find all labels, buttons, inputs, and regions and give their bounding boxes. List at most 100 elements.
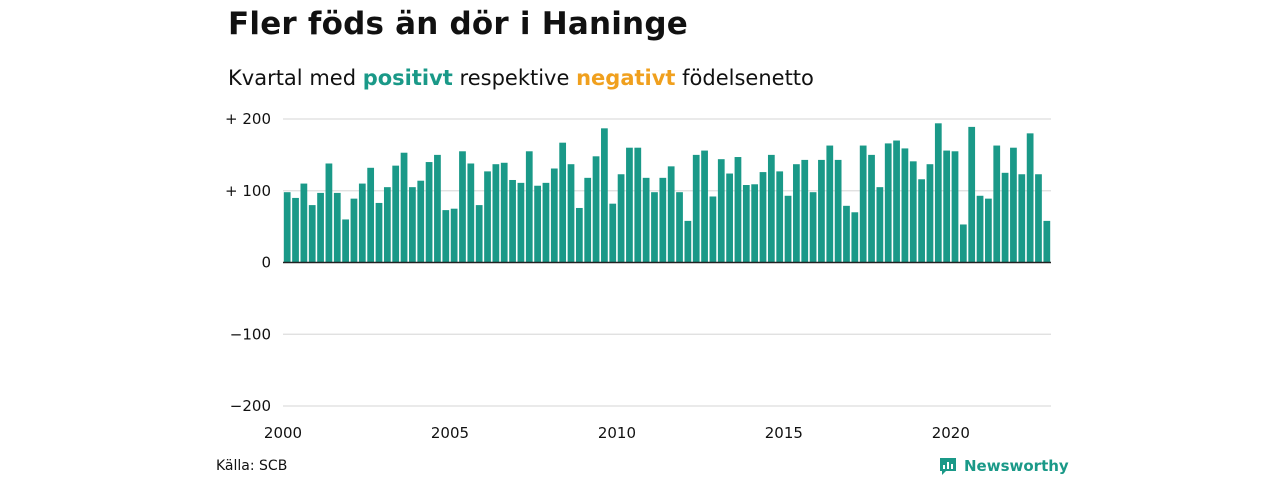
bar — [909, 161, 917, 263]
bar — [1001, 172, 1009, 263]
source-note: Källa: SCB — [216, 458, 288, 474]
bar — [500, 162, 508, 263]
bar — [951, 151, 959, 263]
bar — [400, 152, 408, 263]
bar — [484, 171, 491, 263]
bar — [292, 197, 299, 263]
x-tick-label: 2000 — [264, 424, 302, 442]
brand-name: Newsworthy — [964, 457, 1069, 475]
bar — [676, 192, 683, 263]
bar — [793, 164, 800, 263]
bars — [283, 123, 1051, 263]
bar — [567, 164, 575, 263]
bar — [943, 150, 951, 263]
subtitle-middle: respektive — [459, 66, 570, 90]
bar — [434, 154, 441, 263]
bar — [709, 196, 717, 263]
bar — [634, 147, 642, 263]
bar — [559, 142, 567, 263]
bar — [893, 140, 900, 263]
bar — [409, 187, 416, 263]
bar — [667, 166, 675, 263]
bar — [492, 164, 500, 263]
subtitle-positive-label: positivt — [362, 66, 453, 90]
bar — [784, 195, 792, 263]
bar — [450, 208, 458, 263]
y-tick-label: + 100 — [225, 182, 271, 200]
bar — [592, 156, 600, 263]
bar — [851, 212, 859, 263]
bar — [776, 171, 784, 263]
bar — [283, 192, 291, 263]
bar — [767, 154, 775, 263]
y-tick-label: −200 — [230, 397, 271, 415]
bar — [1010, 147, 1017, 263]
bar — [333, 192, 341, 263]
bar — [809, 192, 817, 263]
bar — [617, 174, 625, 263]
bar — [442, 210, 450, 263]
bar — [868, 154, 875, 263]
bar — [1035, 174, 1042, 263]
bar — [1043, 220, 1051, 263]
bar — [759, 172, 767, 263]
y-tick-label: 0 — [261, 254, 271, 272]
bar — [383, 187, 391, 263]
bar — [509, 179, 516, 263]
bar — [859, 145, 867, 263]
bar — [300, 183, 308, 263]
bar — [692, 154, 700, 263]
bar — [751, 184, 759, 263]
bar — [834, 159, 842, 263]
bar — [993, 145, 1001, 263]
chart-title: Fler föds än dör i Haninge — [228, 6, 688, 42]
bar — [884, 143, 892, 263]
bar — [959, 224, 967, 263]
newsworthy-logo-icon — [940, 458, 956, 475]
bar — [367, 167, 375, 263]
subtitle-prefix: Kvartal med — [228, 66, 357, 90]
bar — [843, 205, 850, 263]
bar — [350, 198, 358, 263]
x-tick-label: 2020 — [932, 424, 970, 442]
bar — [525, 151, 533, 263]
bar — [642, 177, 650, 263]
bar — [926, 164, 934, 263]
bar — [818, 159, 825, 263]
bar — [517, 182, 525, 263]
bar — [684, 220, 692, 263]
bar — [934, 123, 942, 263]
bar — [826, 145, 834, 263]
bar — [534, 185, 541, 263]
bar — [968, 126, 976, 263]
bar — [901, 148, 909, 263]
bar — [584, 177, 592, 263]
bar — [717, 159, 725, 263]
bar — [734, 157, 742, 263]
bar — [467, 163, 475, 263]
bar — [1018, 174, 1026, 263]
y-tick-label: −100 — [230, 325, 271, 343]
bar — [358, 183, 366, 263]
bar — [659, 177, 667, 263]
bar — [542, 182, 550, 263]
bar — [550, 168, 558, 263]
x-tick-label: 2005 — [431, 424, 469, 442]
bar — [626, 147, 633, 263]
bar — [742, 185, 750, 263]
bar — [575, 207, 583, 263]
bar — [325, 163, 333, 263]
bar — [985, 198, 992, 263]
bar — [701, 150, 708, 263]
bar — [308, 205, 316, 263]
chart-subtitle: Kvartal med positivt respektive negativt… — [228, 66, 814, 90]
bar — [417, 180, 425, 263]
subtitle-suffix: födelsenetto — [682, 66, 814, 90]
gridlines — [283, 118, 1051, 407]
subtitle-negative-label: negativt — [576, 66, 676, 90]
bar — [317, 192, 324, 263]
brand-logo: Newsworthy — [938, 456, 1069, 476]
axes: + 200 + 100 0 −100 −200 2000 2005 2010 2015 2020 — [225, 110, 1051, 442]
bar — [601, 128, 608, 263]
bar — [651, 192, 658, 263]
